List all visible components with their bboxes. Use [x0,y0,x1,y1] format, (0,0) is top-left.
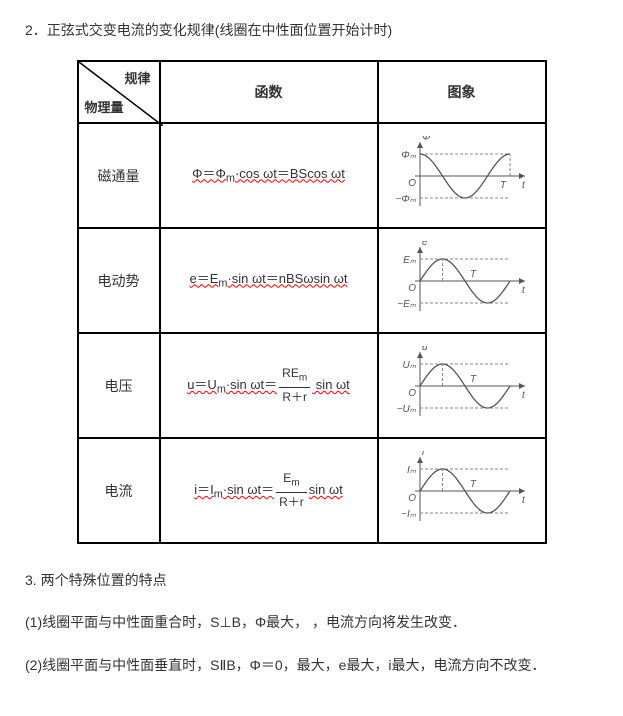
table-header-row: 规律 物理量 函数 图象 [78,61,546,123]
qty-cell: 磁通量 [78,123,160,228]
table-row: 磁通量Φ＝Φm·cos ωt＝BScos ωt T Φ Φₘ −Φₘ Ot [78,123,546,228]
table-row: 电流i＝Im·sin ωt＝EmR＋rsin ωt Ti Iₘ −Iₘ Ot [78,438,546,543]
table-row: 电动势e＝Em·sin ωt＝nBSωsin ωt Te Eₘ −Eₘ Ot [78,228,546,333]
qty-cell: 电压 [78,333,160,438]
svg-text:t: t [522,285,526,296]
graph-cell: T Φ Φₘ −Φₘ Ot [378,123,546,228]
svg-text:T: T [500,180,507,191]
graph-cell: Te Eₘ −Eₘ Ot [378,228,546,333]
rules-table-wrap: 规律 物理量 函数 图象 磁通量Φ＝Φm·cos ωt＝BScos ωt T Φ Φₘ… [25,60,598,544]
formula-cell: Φ＝Φm·cos ωt＝BScos ωt [160,123,378,228]
wave-graph-icon: T Φ Φₘ −Φₘ Ot [392,136,532,216]
wave-graph-icon: Tu Uₘ −Uₘ Ot [392,346,532,426]
svg-text:T: T [470,269,477,280]
wave-graph-icon: Te Eₘ −Eₘ Ot [392,241,532,321]
section-3-heading: 3. 两个特殊位置的特点 [25,569,598,591]
point-2: (2)线圈平面与中性面垂直时，SⅡB，Φ＝0，最大，e最大，i最大，电流方向不改… [25,654,598,676]
header-graph: 图象 [378,61,546,123]
svg-text:Iₘ: Iₘ [406,465,416,476]
svg-text:O: O [408,493,416,504]
rules-table: 规律 物理量 函数 图象 磁通量Φ＝Φm·cos ωt＝BScos ωt T Φ Φₘ… [77,60,547,544]
qty-cell: 电流 [78,438,160,543]
section-2-heading: 2．正弦式交变电流的变化规律(线圈在中性面位置开始计时) [25,20,598,40]
table-row: 电压u＝Um·sin ωt＝REmR＋r sin ωt Tu Uₘ −Uₘ Ot [78,333,546,438]
wave-graph-icon: Ti Iₘ −Iₘ Ot [392,451,532,531]
svg-text:−Uₘ: −Uₘ [396,404,416,415]
svg-text:T: T [470,479,477,490]
header-diagonal-cell: 规律 物理量 [78,61,160,123]
header-bottom-label: 物理量 [85,97,124,116]
svg-text:t: t [522,390,526,401]
svg-text:u: u [422,346,428,353]
svg-text:O: O [408,178,416,189]
svg-text:O: O [408,388,416,399]
formula-cell: i＝Im·sin ωt＝EmR＋rsin ωt [160,438,378,543]
formula-cell: e＝Em·sin ωt＝nBSωsin ωt [160,228,378,333]
svg-text:Uₘ: Uₘ [402,360,416,371]
svg-text:T: T [470,374,477,385]
formula-cell: u＝Um·sin ωt＝REmR＋r sin ωt [160,333,378,438]
svg-text:e: e [422,241,428,248]
graph-cell: Ti Iₘ −Iₘ Ot [378,438,546,543]
svg-text:−Eₘ: −Eₘ [397,299,417,310]
point-1: (1)线圈平面与中性面重合时，S⊥B，Φ最大， ，电流方向将发生改变． [25,611,598,633]
svg-text:t: t [522,180,526,191]
svg-text:Eₘ: Eₘ [403,255,417,266]
svg-text:−Φₘ: −Φₘ [395,194,416,205]
header-top-label: 规律 [124,68,150,87]
svg-text:O: O [408,283,416,294]
svg-text:i: i [422,451,425,458]
svg-text:Φₘ: Φₘ [401,150,416,161]
graph-cell: Tu Uₘ −Uₘ Ot [378,333,546,438]
svg-text:Φ: Φ [422,136,430,143]
qty-cell: 电动势 [78,228,160,333]
svg-text:−Iₘ: −Iₘ [401,509,417,520]
header-function: 函数 [160,61,378,123]
svg-text:t: t [522,495,526,506]
